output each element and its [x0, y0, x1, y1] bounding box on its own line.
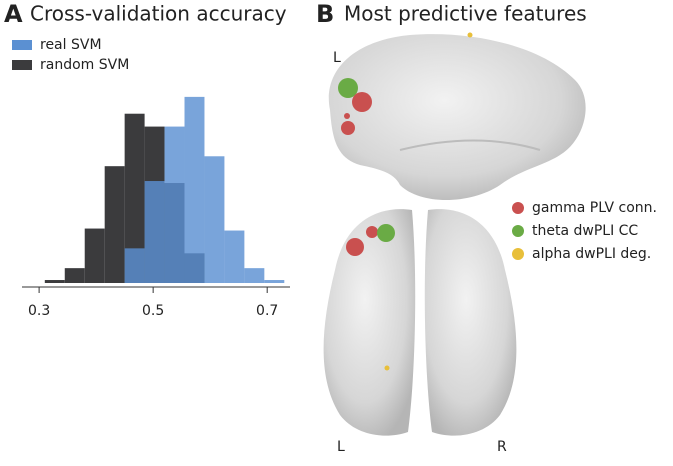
side-label: L	[333, 50, 341, 66]
x-tick-label: 0.7	[256, 303, 278, 319]
feature-dot	[346, 238, 364, 256]
brain-lateral-temporal	[399, 139, 541, 151]
legend-dot	[512, 202, 524, 214]
panel-label: A	[4, 0, 23, 28]
histogram-bar	[124, 113, 145, 284]
histogram-bar	[104, 166, 125, 283]
legend: gamma PLV conn. theta dwPLI CC alpha dwPLI…	[512, 200, 657, 262]
histogram-bar	[44, 280, 65, 283]
histogram-bar	[244, 268, 265, 283]
histogram-bar	[204, 156, 225, 283]
histogram-bar	[264, 280, 285, 283]
histogram-bar	[164, 126, 185, 283]
feature-dot	[377, 224, 395, 242]
brain-left-hemisphere	[323, 209, 416, 436]
feature-dot	[344, 113, 350, 119]
histogram-bar	[144, 181, 165, 283]
legend-swatch	[12, 60, 32, 70]
legend-label: real SVM	[40, 37, 102, 53]
feature-dot	[366, 226, 378, 238]
histogram-bar	[124, 248, 145, 283]
histogram-bar	[84, 228, 105, 283]
feature-dot	[467, 32, 473, 38]
panel-title: Most predictive features	[344, 2, 587, 26]
side-label: L	[337, 439, 345, 455]
legend-label: alpha dwPLI deg.	[532, 246, 651, 262]
legend-dot	[512, 248, 524, 260]
brain-lateral	[328, 34, 586, 200]
histogram-bar	[184, 96, 205, 283]
feature-dot	[384, 365, 390, 371]
legend-dot	[512, 225, 524, 237]
chart-title: Cross-validation accuracy	[30, 2, 287, 26]
side-label: R	[497, 439, 507, 455]
feature-dot	[338, 78, 358, 98]
panel-label: B	[316, 0, 334, 28]
legend-label: gamma PLV conn.	[532, 200, 657, 216]
feature-dot	[341, 121, 355, 135]
histogram-bar	[64, 268, 85, 283]
legend-swatch	[12, 40, 32, 50]
legend-label: theta dwPLI CC	[532, 223, 638, 239]
histogram-bar	[224, 230, 245, 283]
feature-dot	[352, 92, 372, 112]
legend-label: random SVM	[40, 57, 129, 73]
x-tick-label: 0.5	[142, 303, 164, 319]
brain-right-hemisphere	[424, 209, 517, 436]
x-tick-label: 0.3	[28, 303, 50, 319]
